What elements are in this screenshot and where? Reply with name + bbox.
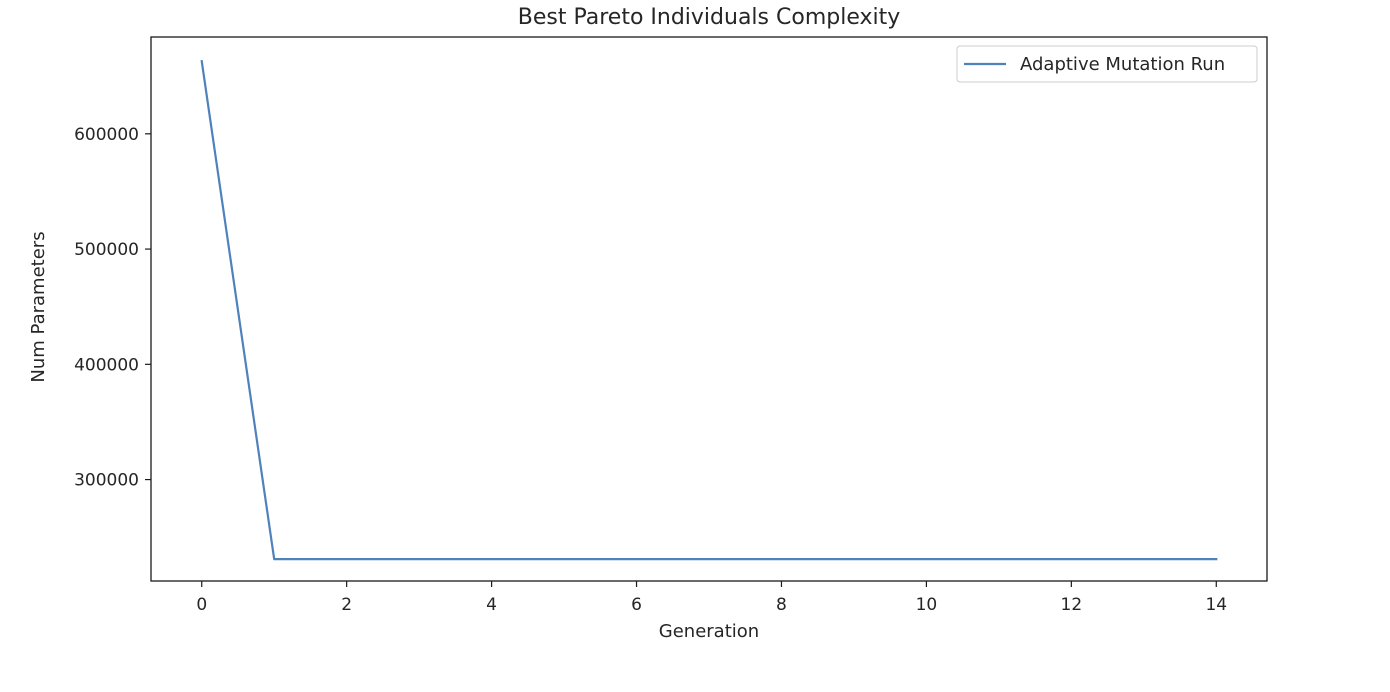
legend-box xyxy=(956,45,1258,83)
x-tick-label: 4 xyxy=(486,595,497,615)
y-axis: 300000 400000 500000 600000 xyxy=(74,125,151,491)
x-tick-label: 6 xyxy=(631,595,642,615)
y-tick-label: 500000 xyxy=(74,240,139,260)
legend: Adaptive Mutation Run xyxy=(956,45,1258,83)
y-tick-label: 600000 xyxy=(74,125,139,145)
plot-area xyxy=(150,36,1268,582)
x-axis: 0 2 4 6 8 10 12 14 xyxy=(196,581,1227,615)
x-tick-label: 2 xyxy=(341,595,352,615)
x-tick-label: 14 xyxy=(1205,595,1227,615)
chart-title: Best Pareto Individuals Complexity xyxy=(518,5,901,30)
x-tick-label: 10 xyxy=(916,595,938,615)
y-tick-label: 400000 xyxy=(74,355,139,375)
series-layer xyxy=(200,59,1218,561)
y-tick-label: 300000 xyxy=(74,471,139,491)
y-axis-label: Num Parameters xyxy=(28,231,49,382)
x-tick-label: 8 xyxy=(776,595,787,615)
plot-frame xyxy=(150,36,1268,582)
legend-label: Adaptive Mutation Run xyxy=(1020,54,1225,75)
x-tick-label: 0 xyxy=(196,595,207,615)
x-axis-label: Generation xyxy=(659,621,759,642)
x-tick-label: 12 xyxy=(1061,595,1083,615)
series-line xyxy=(200,59,1218,561)
